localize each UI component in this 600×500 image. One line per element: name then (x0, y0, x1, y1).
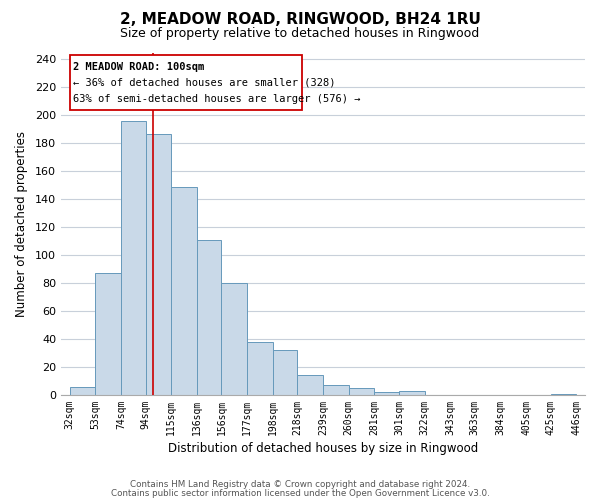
Text: Contains HM Land Registry data © Crown copyright and database right 2024.: Contains HM Land Registry data © Crown c… (130, 480, 470, 489)
Bar (273, 350, 298, 395)
Bar (399, 391, 425, 395)
Text: Contains public sector information licensed under the Open Government Licence v3: Contains public sector information licen… (110, 488, 490, 498)
Bar (551, 394, 577, 395)
Bar (247, 342, 273, 395)
Text: 2 MEADOW ROAD: 100sqm: 2 MEADOW ROAD: 100sqm (73, 62, 205, 72)
Bar (323, 385, 349, 395)
Bar (146, 134, 171, 395)
Y-axis label: Number of detached properties: Number of detached properties (15, 130, 28, 316)
Bar (221, 283, 247, 395)
Bar (95, 274, 121, 395)
Bar (121, 121, 146, 395)
Bar (298, 376, 323, 395)
Text: 2, MEADOW ROAD, RINGWOOD, BH24 1RU: 2, MEADOW ROAD, RINGWOOD, BH24 1RU (119, 12, 481, 28)
Bar (197, 240, 221, 395)
FancyBboxPatch shape (70, 56, 302, 110)
Bar (70, 386, 95, 395)
Bar (349, 388, 374, 395)
X-axis label: Distribution of detached houses by size in Ringwood: Distribution of detached houses by size … (168, 442, 478, 455)
Text: 63% of semi-detached houses are larger (576) →: 63% of semi-detached houses are larger (… (73, 94, 361, 104)
Bar (374, 392, 399, 395)
Text: ← 36% of detached houses are smaller (328): ← 36% of detached houses are smaller (32… (73, 78, 336, 88)
Bar (171, 186, 197, 395)
Text: Size of property relative to detached houses in Ringwood: Size of property relative to detached ho… (121, 28, 479, 40)
